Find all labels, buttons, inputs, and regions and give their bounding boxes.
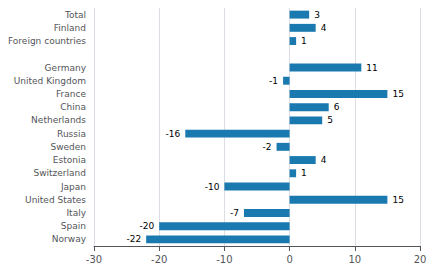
svg-text:-22: -22: [126, 234, 141, 244]
svg-text:Italy: Italy: [66, 208, 86, 218]
svg-text:France: France: [56, 89, 86, 99]
svg-text:-10: -10: [216, 254, 232, 265]
svg-text:20: 20: [414, 254, 427, 265]
svg-text:United States: United States: [25, 195, 86, 205]
svg-text:Switzerland: Switzerland: [33, 168, 86, 178]
svg-text:Finland: Finland: [54, 23, 86, 33]
svg-text:5: 5: [327, 115, 333, 125]
svg-text:10: 10: [348, 254, 361, 265]
svg-text:Foreign countries: Foreign countries: [8, 36, 86, 46]
svg-text:4: 4: [321, 23, 327, 33]
svg-text:0: 0: [286, 254, 292, 265]
svg-text:-30: -30: [86, 254, 102, 265]
svg-text:6: 6: [334, 102, 340, 112]
svg-text:-10: -10: [205, 182, 220, 192]
svg-text:-20: -20: [151, 254, 167, 265]
svg-text:-1: -1: [269, 76, 278, 86]
svg-text:1: 1: [301, 168, 307, 178]
svg-text:Japan: Japan: [60, 182, 86, 192]
svg-text:11: 11: [366, 63, 377, 73]
svg-text:15: 15: [392, 89, 403, 99]
svg-text:Estonia: Estonia: [53, 155, 86, 165]
svg-text:15: 15: [392, 195, 403, 205]
svg-text:-2: -2: [263, 142, 272, 152]
svg-text:Spain: Spain: [61, 221, 86, 231]
svg-text:Sweden: Sweden: [50, 142, 86, 152]
svg-text:Total: Total: [64, 10, 86, 20]
svg-text:-16: -16: [166, 129, 181, 139]
svg-text:Germany: Germany: [45, 63, 87, 73]
svg-text:China: China: [60, 102, 86, 112]
svg-text:Russia: Russia: [57, 129, 86, 139]
svg-text:-20: -20: [139, 221, 154, 231]
svg-text:Norway: Norway: [52, 234, 87, 244]
svg-text:4: 4: [321, 155, 327, 165]
svg-text:1: 1: [301, 36, 307, 46]
svg-text:3: 3: [314, 10, 320, 20]
svg-text:-7: -7: [230, 208, 239, 218]
svg-text:Netherlands: Netherlands: [31, 115, 86, 125]
svg-text:United Kingdom: United Kingdom: [14, 76, 86, 86]
